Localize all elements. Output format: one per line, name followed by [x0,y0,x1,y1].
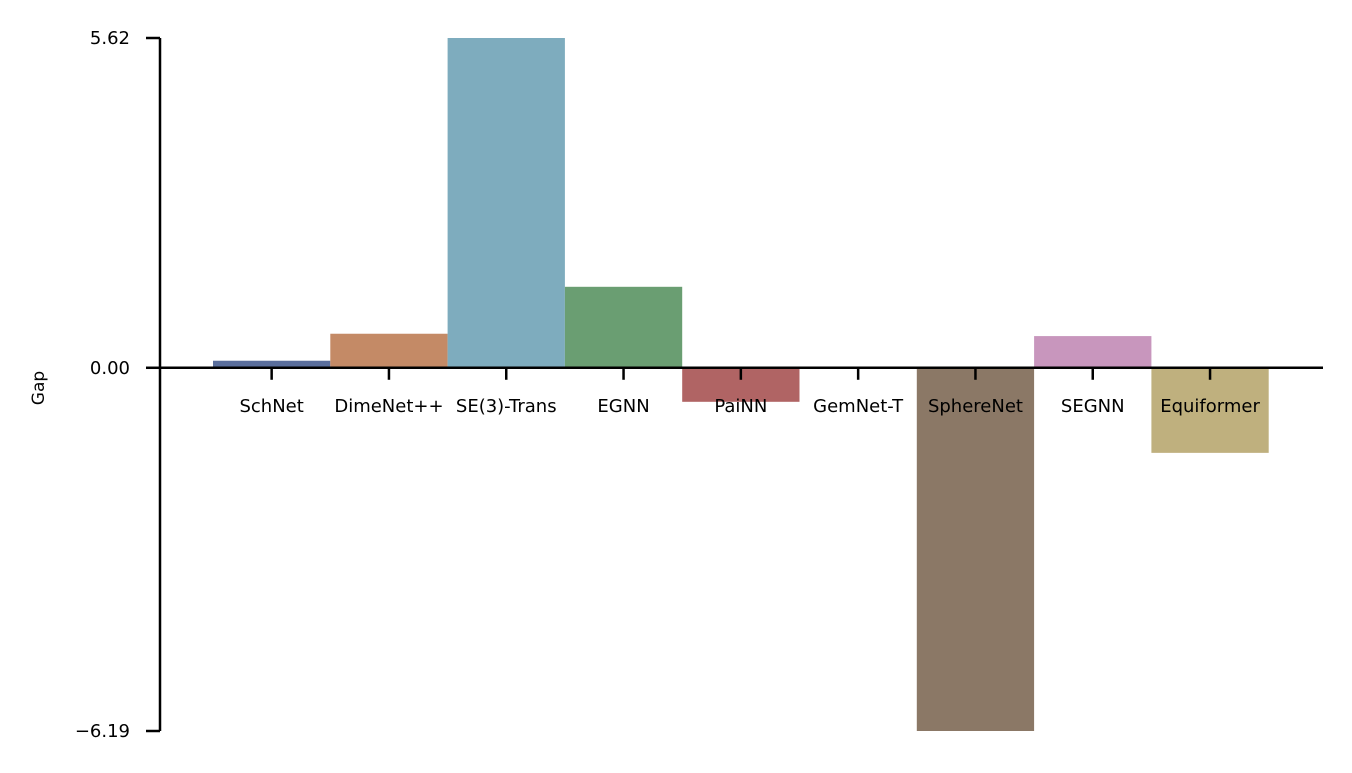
y-tick-label: 5.62 [90,28,130,49]
x-ticks-group: SchNet DimeNet++ SE(3)-Trans EGNN PaiNN GemNe… [239,367,1260,417]
y-tick-label: −6.19 [75,721,130,742]
bar-equiformer [1151,367,1269,453]
y-axis-label: Gap [29,371,49,405]
bar-dimenet- [330,333,448,368]
y-ticks-group: 5.62 0.00 −6.19 [75,28,160,742]
y-tick-label: 0.00 [90,358,130,379]
bar-se-3-trans [447,38,565,368]
bar-segnn [1034,336,1152,368]
x-tick-label: SEGNN [1061,396,1125,417]
bar-egnn [564,286,683,368]
x-tick-label: Equiformer [1160,396,1260,417]
x-tick-label: PaiNN [714,396,767,417]
x-tick-label: EGNN [597,396,649,417]
x-tick-label: SphereNet [928,396,1023,417]
x-tick-label: SchNet [239,396,303,417]
bar-schnet [213,360,331,368]
x-tick-label: SE(3)-Trans [456,396,557,417]
bar-spherenet [916,367,1035,731]
x-tick-label: GemNet-T [813,396,904,417]
bars-group [213,38,1269,731]
x-tick-label: DimeNet++ [334,396,443,417]
